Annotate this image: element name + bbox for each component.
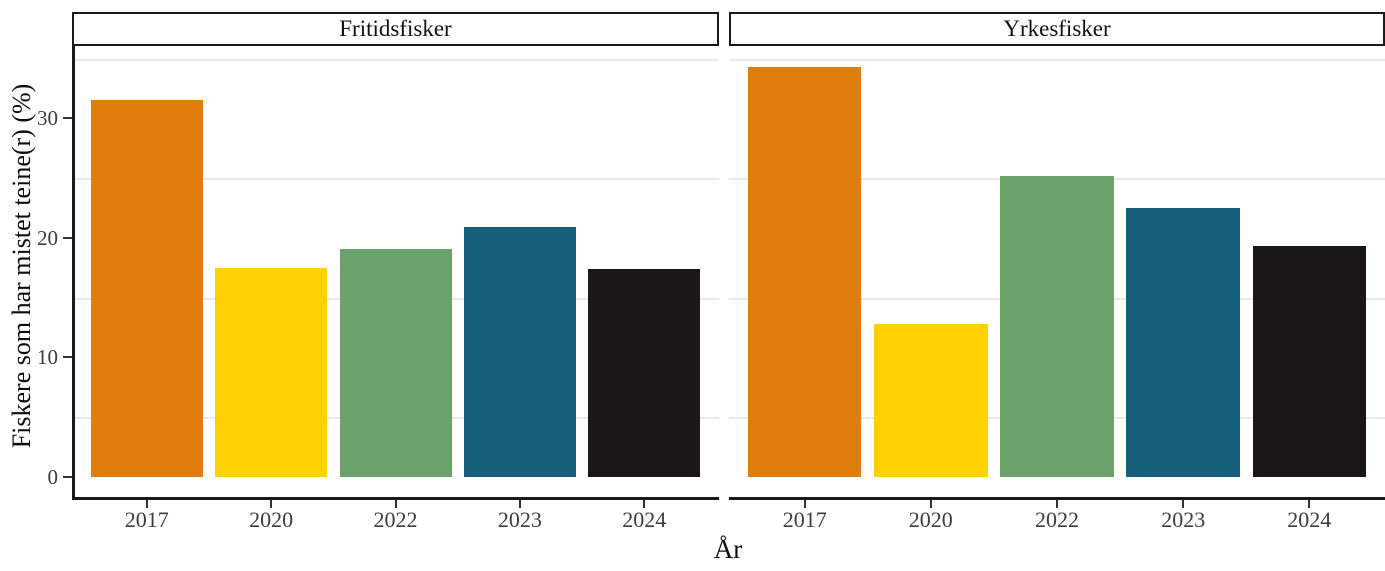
x-axis-tick [803,499,806,508]
x-axis-tick [394,499,397,508]
bar-2020 [874,323,988,477]
bar-2020 [215,267,328,477]
bar-2022 [1000,175,1114,477]
bar-2023 [463,227,576,477]
bar-2024 [588,268,701,477]
x-axis-tick [518,499,522,508]
x-axis-tick-label: 2023 [497,507,542,532]
facet-panel: Fritidsfisker 2017 2020 2022 2023 2024 [72,0,719,571]
x-axis-tick-label: 2017 [782,507,827,532]
y-axis-tick [63,356,72,359]
y-axis-tick [63,117,72,120]
x-axis-tick-label: 2023 [1161,507,1206,532]
facet-panel: Yrkesfisker 2017 2020 2022 2023 2024 [729,0,1385,571]
y-axis-tick-label: 10 [37,345,58,370]
facet-strip-label: Yrkesfisker [1003,16,1111,41]
x-axis-line [729,497,1385,500]
bar-2017 [747,66,862,477]
minor-gridline [72,58,719,61]
minor-gridline [72,178,719,181]
facet-strip: Yrkesfisker [729,12,1385,46]
y-axis-title: Fiskere som har mistet teine(r) (%) [7,83,36,449]
x-axis-tick-label: 2020 [249,507,294,532]
bar-2023 [1126,207,1240,477]
x-axis-tick-label: 2022 [1035,507,1079,532]
x-axis-line [72,497,719,500]
y-axis-tick [63,236,72,239]
bar-2024 [1252,246,1366,477]
x-axis-tick [145,499,148,508]
x-axis-title: År [713,534,743,564]
x-axis-tick [1056,499,1059,508]
bar-2022 [339,248,452,477]
x-axis-tick [1308,499,1311,508]
y-axis-tick [63,475,72,478]
y-axis-tick-label: 0 [47,464,59,489]
y-axis-line [72,46,75,500]
x-axis-tick-label: 2017 [124,507,169,532]
x-axis-tick [270,499,273,508]
minor-gridline [729,58,1385,61]
x-axis-tick-label: 2024 [1287,507,1332,532]
x-axis-tick-label: 2020 [908,507,953,532]
y-axis-tick-label: 20 [37,225,58,250]
x-axis-tick [643,499,646,508]
plot-area [72,46,719,497]
x-axis-tick-label: 2024 [622,507,667,532]
plot-area [729,46,1385,497]
facet-strip: Fritidsfisker [72,12,719,46]
y-axis-tick-label: 30 [37,106,58,131]
x-axis-tick [1182,499,1185,508]
x-axis-tick-label: 2022 [373,507,418,532]
bar-2017 [90,100,203,477]
facet-strip-label: Fritidsfisker [339,16,452,41]
x-axis-tick [929,499,932,508]
